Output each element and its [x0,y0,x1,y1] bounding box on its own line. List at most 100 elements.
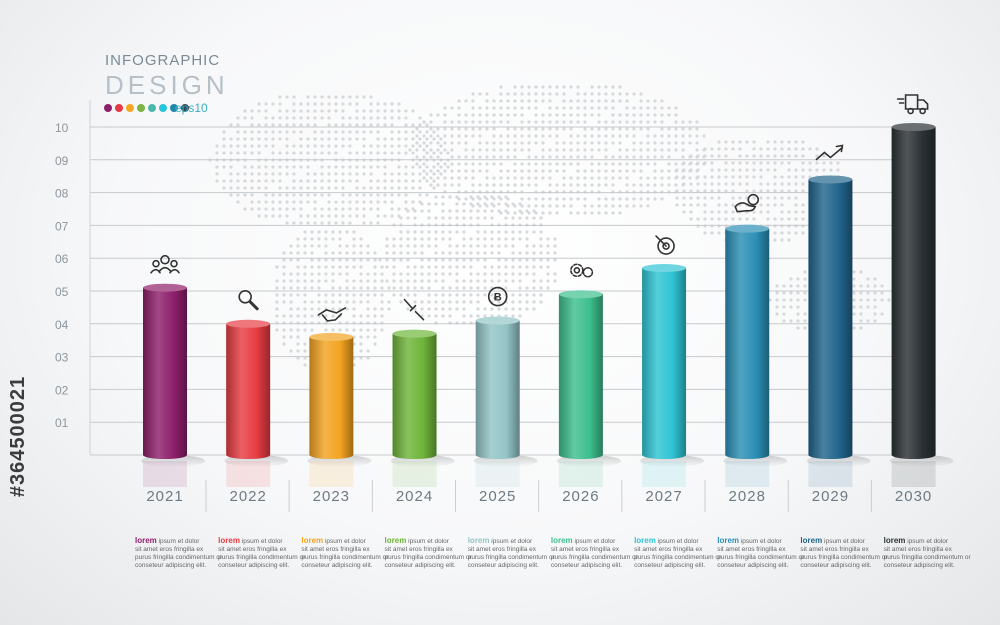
map-dot [801,210,805,214]
map-dot [682,182,686,186]
map-dot [499,197,503,201]
caption-line: purus fringilla condimentum or [301,554,389,561]
map-dot [541,99,545,103]
caption-line: conseteur adipiscing elit. [884,562,955,569]
map-dot [752,217,756,221]
map-dot [380,300,384,304]
map-dot [497,300,501,304]
map-dot [285,144,289,148]
map-dot [597,99,601,103]
map-dot [541,176,545,180]
map-dot [541,134,545,138]
map-dot [546,286,550,290]
map-dot [625,134,629,138]
map-dot [359,293,363,297]
map-dot [555,155,559,159]
map-dot [717,196,721,200]
map-dot [513,176,517,180]
map-dot [282,293,286,297]
map-dot [787,161,791,165]
map-dot [469,244,473,248]
map-dot [520,134,524,138]
map-dot [425,172,429,176]
map-dot [334,130,338,134]
map-dot [264,172,268,176]
map-dot [355,193,359,197]
map-dot [504,265,508,269]
map-dot [320,102,324,106]
map-dot [457,134,461,138]
map-dot [310,286,314,290]
map-dot [469,279,473,283]
map-dot [555,134,559,138]
map-dot [443,183,447,187]
map-dot [597,148,601,152]
map-dot [441,272,445,276]
map-dot [383,137,387,141]
map-dot [710,147,714,151]
map-dot [485,127,489,131]
map-dot [794,147,798,151]
map-dot [759,182,763,186]
map-dot [604,141,608,145]
map-dot [703,203,707,207]
map-dot [257,130,261,134]
map-dot [429,113,433,117]
map-dot [548,162,552,166]
map-dot [348,102,352,106]
map-dot [215,172,219,176]
caption-line: sit amet eros fringilla ex [301,546,370,553]
map-dot [759,154,763,158]
map-dot [415,141,419,145]
map-dot [534,127,538,131]
map-dot [441,195,445,199]
map-dot [448,195,452,199]
map-dot [504,216,508,220]
map-dot [646,155,650,159]
map-dot [490,307,494,311]
map-dot [604,92,608,96]
caption-heading: lorem [634,536,656,545]
map-dot [632,183,636,187]
map-dot [392,237,396,241]
map-dot [296,293,300,297]
map-dot [457,190,461,194]
map-dot [476,272,480,276]
map-dot [646,183,650,187]
map-dot [345,279,349,283]
map-dot [345,251,349,255]
map-dot [485,162,489,166]
map-dot [653,169,657,173]
map-dot [415,155,419,159]
map-dot [359,258,363,262]
map-dot [618,169,622,173]
map-dot [366,300,370,304]
map-dot [499,120,503,124]
map-dot [362,200,366,204]
map-dot [229,137,233,141]
map-dot [525,300,529,304]
trend-arrow-icon [815,144,844,161]
map-dot [534,197,538,201]
map-dot [436,183,440,187]
caption-text: ipsum et dolor [656,538,699,545]
map-dot [569,183,573,187]
map-dot [553,237,557,241]
map-dot [345,293,349,297]
map-dot [303,230,307,234]
map-dot [511,272,515,276]
map-dot [534,204,538,208]
map-dot [436,148,440,152]
map-dot [327,102,331,106]
map-dot [880,291,884,295]
map-dot [506,127,510,131]
map-dot [681,141,685,145]
caption-line: purus fringilla condimentum or [634,554,722,561]
map-dot [667,127,671,131]
map-dot [759,189,763,193]
map-dot [462,314,466,318]
map-dot [724,210,728,214]
map-dot [471,92,475,96]
map-dot [520,169,524,173]
map-dot [674,106,678,110]
